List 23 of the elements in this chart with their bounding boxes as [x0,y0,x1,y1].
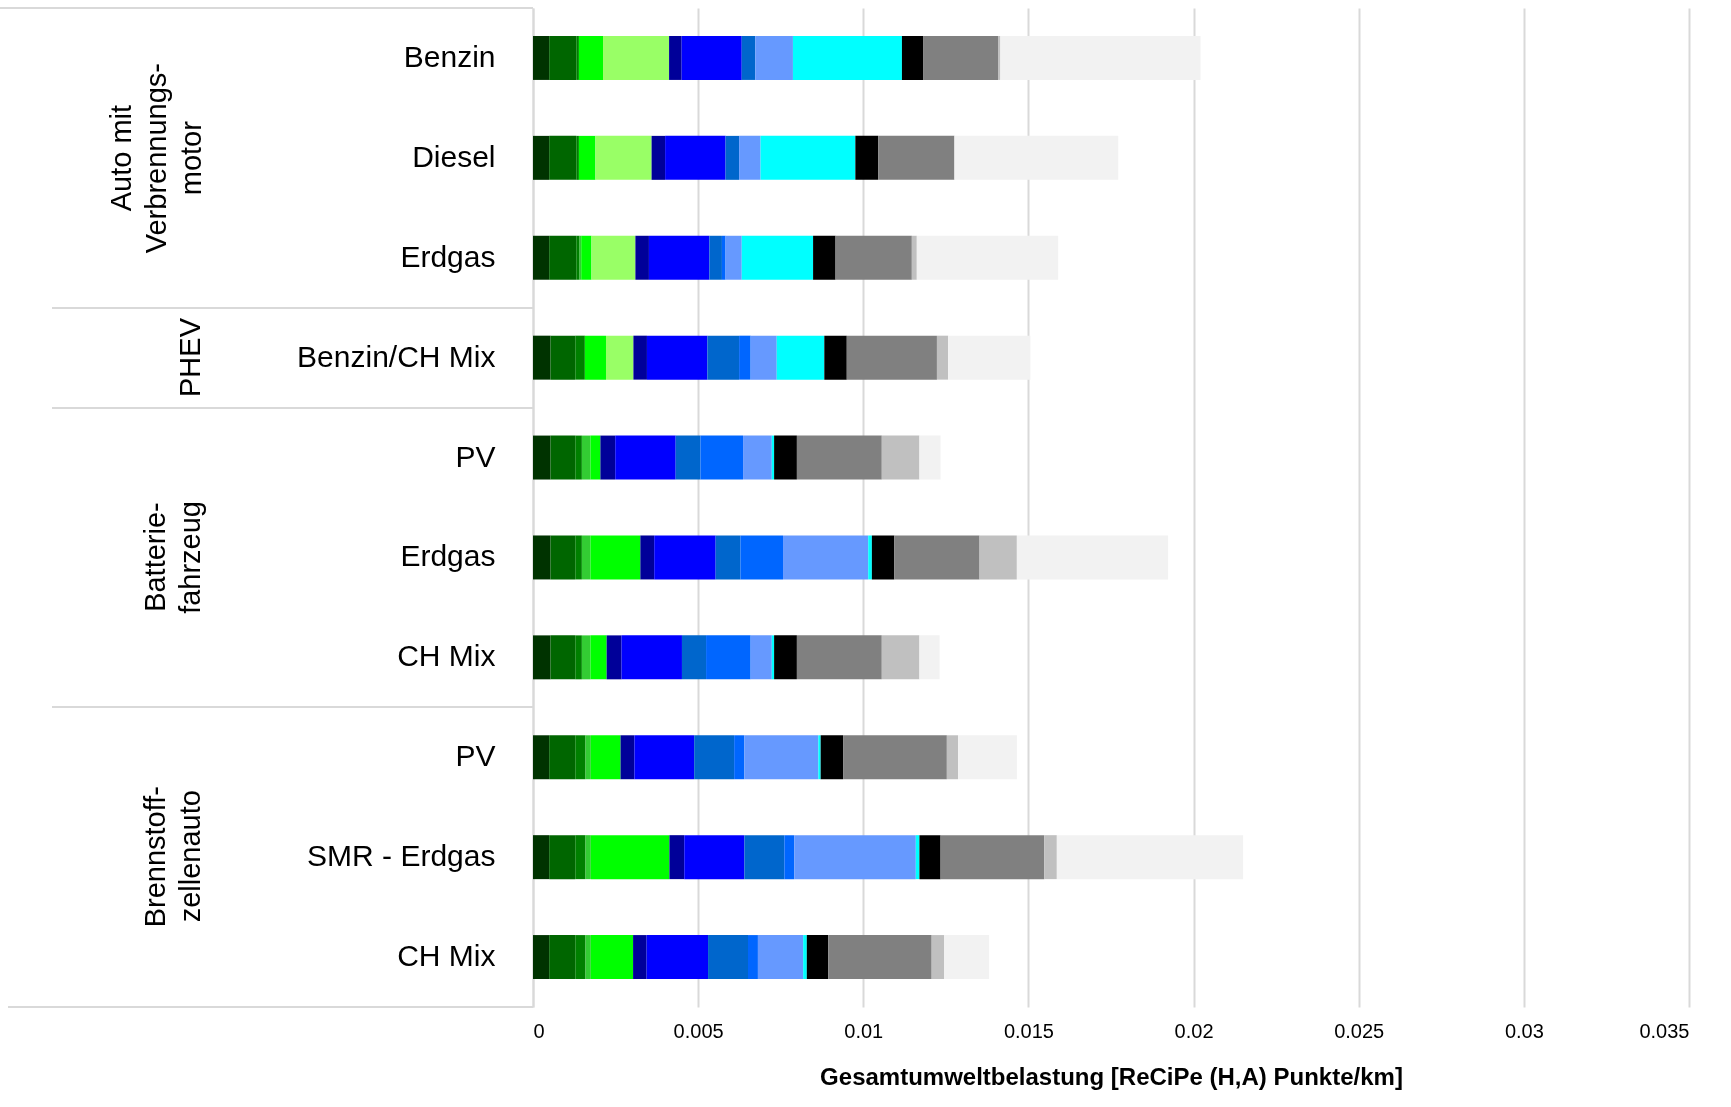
y-tick-label: PV [455,439,496,473]
y-tick-label: CH Mix [397,939,496,973]
y-tick-label: Erdgas [400,539,496,573]
x-tick-label: 0 [533,1019,545,1042]
y-tick-label: Benzin/CH Mix [297,339,496,373]
y-tick-label: CH Mix [397,639,496,673]
y-tick-label: PV [455,739,496,773]
x-tick-label: 0.01 [844,1019,884,1042]
y-tick-label: SMR - Erdgas [307,839,496,873]
x-tick-label: 0.005 [673,1019,724,1042]
text: Auto mit Verbrennungs- motor [103,62,208,253]
x-tick-label: 0.025 [1334,1019,1385,1042]
y-tick-label: Benzin [403,39,496,73]
x-tick-label: 0.02 [1174,1019,1214,1042]
text: PHEV [173,318,208,398]
text: Batterie- fahrzeug [138,501,208,614]
x-tick-label: 0.035 [1639,1019,1690,1042]
y-tick-label: Diesel [412,139,496,173]
y-tick-label: Erdgas [400,239,496,273]
x-axis-title: Gesamtumweltbelastung [ReCiPe (H,A) Punkte/km] [820,1062,1403,1090]
x-tick-label: 0.03 [1504,1019,1544,1042]
text: Brennstoff- zellenauto [138,786,208,928]
x-tick-label: 0.015 [1003,1019,1054,1042]
